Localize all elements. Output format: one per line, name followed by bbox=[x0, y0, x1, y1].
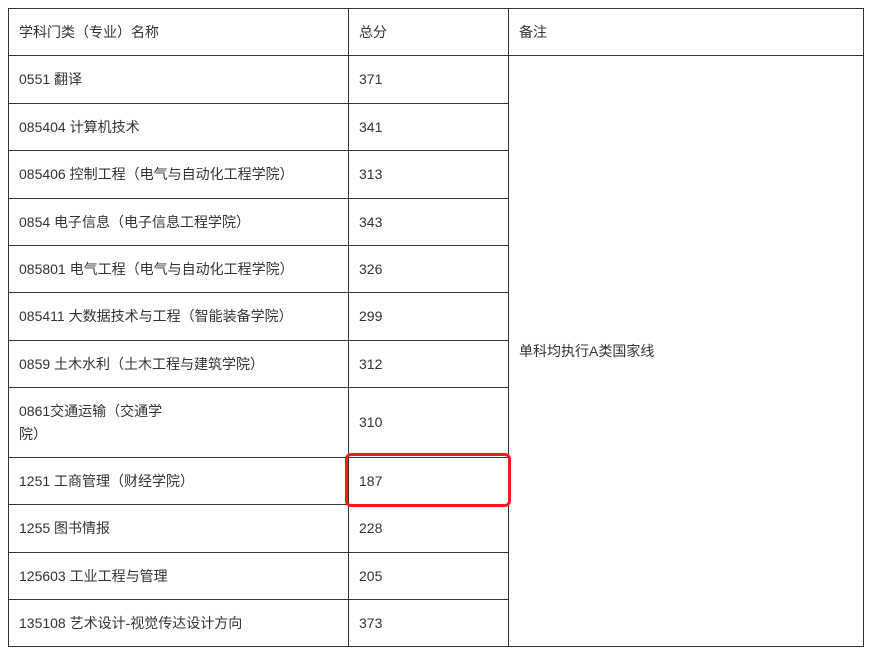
cell-score: 313 bbox=[349, 151, 509, 198]
cell-name: 1251 工商管理（财经学院） bbox=[9, 457, 349, 504]
cell-score: 299 bbox=[349, 293, 509, 340]
header-name: 学科门类（专业）名称 bbox=[9, 9, 349, 56]
cell-name: 0854 电子信息（电子信息工程学院） bbox=[9, 198, 349, 245]
cell-score: 312 bbox=[349, 340, 509, 387]
table-header-row: 学科门类（专业）名称 总分 备注 bbox=[9, 9, 864, 56]
cell-score: 343 bbox=[349, 198, 509, 245]
cell-name: 0551 翻译 bbox=[9, 56, 349, 103]
cell-name: 085406 控制工程（电气与自动化工程学院） bbox=[9, 151, 349, 198]
cell-score: 228 bbox=[349, 505, 509, 552]
cell-score: 310 bbox=[349, 388, 509, 458]
cell-score: 341 bbox=[349, 103, 509, 150]
table-row: 0551 翻译 371 单科均执行A类国家线 bbox=[9, 56, 864, 103]
table-body: 学科门类（专业）名称 总分 备注 0551 翻译 371 单科均执行A类国家线 … bbox=[9, 9, 864, 647]
cell-name: 0861交通运输（交通学院） bbox=[9, 388, 349, 458]
header-note: 备注 bbox=[509, 9, 864, 56]
cell-name: 1255 图书情报 bbox=[9, 505, 349, 552]
cell-score: 371 bbox=[349, 56, 509, 103]
cell-name: 0859 土木水利（土木工程与建筑学院） bbox=[9, 340, 349, 387]
cell-note-merged: 单科均执行A类国家线 bbox=[509, 56, 864, 647]
wrapped-name-line2: 院） bbox=[19, 426, 47, 442]
cell-score: 326 bbox=[349, 245, 509, 292]
cell-name: 125603 工业工程与管理 bbox=[9, 552, 349, 599]
header-score: 总分 bbox=[349, 9, 509, 56]
wrapped-name-line1: 0861交通运输（交通学 bbox=[19, 403, 162, 419]
cell-name: 135108 艺术设计-视觉传达设计方向 bbox=[9, 600, 349, 647]
cell-score: 205 bbox=[349, 552, 509, 599]
cell-name: 085404 计算机技术 bbox=[9, 103, 349, 150]
cell-name: 085801 电气工程（电气与自动化工程学院） bbox=[9, 245, 349, 292]
cell-score-highlighted: 187 bbox=[349, 457, 509, 504]
score-table: 学科门类（专业）名称 总分 备注 0551 翻译 371 单科均执行A类国家线 … bbox=[8, 8, 864, 647]
score-table-container: 学科门类（专业）名称 总分 备注 0551 翻译 371 单科均执行A类国家线 … bbox=[8, 8, 864, 647]
cell-name: 085411 大数据技术与工程（智能装备学院） bbox=[9, 293, 349, 340]
cell-score: 373 bbox=[349, 600, 509, 647]
